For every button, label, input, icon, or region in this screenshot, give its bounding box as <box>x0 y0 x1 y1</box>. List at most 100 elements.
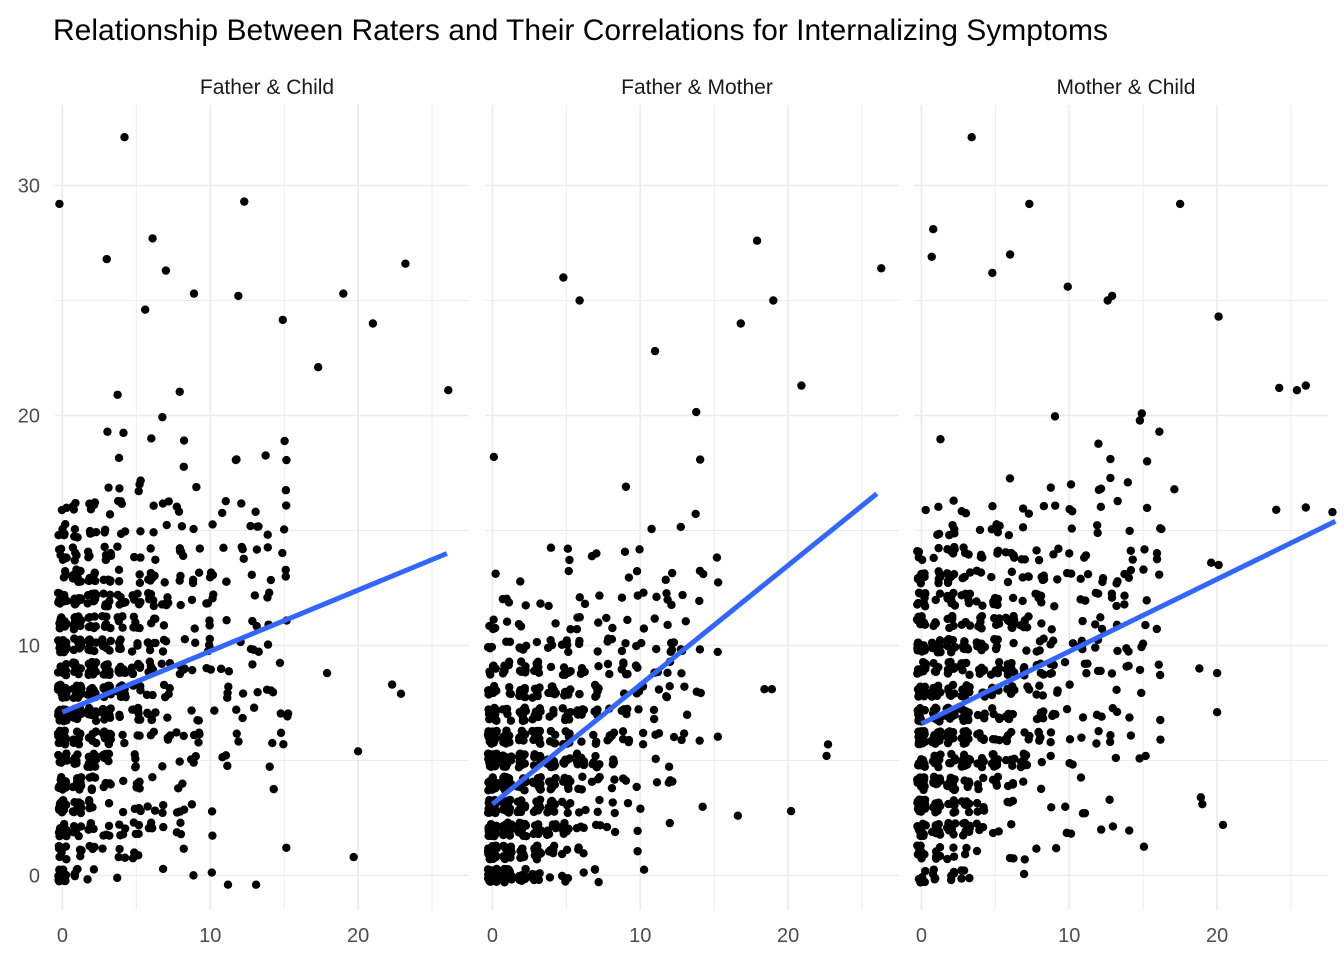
scatter-point <box>919 599 929 608</box>
scatter-point <box>610 827 620 837</box>
scatter-point <box>276 728 286 738</box>
scatter-point <box>54 783 63 792</box>
scatter-point <box>921 505 930 515</box>
scatter-point <box>56 827 65 837</box>
scatter-point <box>961 826 970 836</box>
scatter-point <box>174 507 184 516</box>
scatter-point <box>1195 664 1204 673</box>
scatter-point <box>947 749 956 759</box>
scatter-point <box>55 805 64 814</box>
scatter-point <box>1004 530 1014 540</box>
scatter-point <box>1065 505 1074 514</box>
scatter-point <box>100 542 109 552</box>
scatter-point <box>219 543 228 553</box>
scatter-point <box>1128 555 1137 564</box>
scatter-point <box>101 555 110 565</box>
scatter-point <box>676 522 685 532</box>
scatter-point <box>204 640 214 650</box>
scatter-point <box>69 821 79 831</box>
scatter-point <box>957 734 966 743</box>
scatter-point <box>1018 523 1028 532</box>
scatter-point <box>1125 826 1134 835</box>
scatter-point <box>1054 544 1063 553</box>
scatter-point <box>917 688 926 697</box>
scatter-point <box>55 865 64 874</box>
scatter-point <box>187 706 196 715</box>
scatter-point <box>322 668 332 678</box>
scatter-point <box>546 726 556 736</box>
scatter-point <box>995 521 1004 531</box>
scatter-point <box>621 639 630 648</box>
scatter-point <box>919 799 929 808</box>
scatter-point <box>528 715 537 724</box>
scatter-point <box>504 808 514 817</box>
scatter-point <box>563 808 572 818</box>
scatter-point <box>54 875 63 885</box>
scatter-point <box>202 663 211 673</box>
scatter-point <box>54 545 64 554</box>
scatter-point <box>249 703 259 712</box>
scatter-point <box>979 773 988 783</box>
scatter-point <box>129 612 139 621</box>
scatter-point <box>54 681 63 690</box>
scatter-point <box>105 510 115 519</box>
scatter-point <box>1068 639 1078 648</box>
scatter-point <box>313 363 323 372</box>
scatter-point <box>1097 624 1107 634</box>
scatter-point <box>104 799 114 808</box>
scatter-point <box>134 851 143 860</box>
scatter-point <box>1156 715 1165 725</box>
scatter-point <box>519 645 528 654</box>
scatter-point <box>1096 666 1105 676</box>
scatter-point <box>281 572 290 581</box>
scatter-point <box>752 236 762 245</box>
scatter-point <box>549 685 559 695</box>
scatter-point <box>920 569 929 578</box>
scatter-point <box>143 802 152 811</box>
scatter-point <box>549 709 558 718</box>
scatter-point <box>1009 553 1019 562</box>
scatter-point <box>491 829 500 838</box>
scatter-point <box>1003 670 1013 679</box>
scatter-point <box>618 734 628 744</box>
scatter-point <box>223 761 232 771</box>
scatter-point <box>536 773 545 782</box>
scatter-point <box>934 851 943 861</box>
scatter-point <box>89 865 99 874</box>
scatter-point <box>565 555 574 565</box>
scatter-point <box>1108 822 1118 831</box>
scatter-point <box>115 642 124 652</box>
scatter-point <box>977 611 987 621</box>
scatter-point <box>1034 555 1044 565</box>
scatter-point <box>1206 558 1216 567</box>
scatter-point <box>1214 560 1223 570</box>
x-tick-label: 20 <box>777 925 799 947</box>
scatter-point <box>269 784 278 794</box>
scatter-point <box>1123 478 1133 487</box>
scatter-point <box>135 480 144 489</box>
scatter-point <box>963 782 972 792</box>
scatter-point <box>987 572 996 582</box>
scatter-point <box>1037 757 1046 767</box>
scatter-point <box>929 659 938 668</box>
scatter-point <box>1105 795 1114 804</box>
scatter-point <box>179 462 188 471</box>
scatter-point <box>563 544 573 553</box>
scatter-point <box>86 505 96 514</box>
scatter-point <box>1125 713 1134 722</box>
scatter-point <box>252 545 262 554</box>
scatter-point <box>633 847 642 856</box>
scatter-point <box>114 565 124 574</box>
scatter-point <box>931 619 941 628</box>
scatter-point <box>163 593 172 602</box>
scatter-point <box>650 346 660 356</box>
facet-label: Mother & Child <box>1057 76 1196 99</box>
scatter-point <box>994 546 1003 556</box>
scatter-point <box>959 819 968 828</box>
scatter-point <box>579 760 589 770</box>
scatter-point <box>682 710 692 719</box>
scatter-point <box>679 729 689 738</box>
scatter-point <box>962 681 971 690</box>
scatter-point <box>517 727 527 736</box>
scatter-point <box>913 573 923 583</box>
